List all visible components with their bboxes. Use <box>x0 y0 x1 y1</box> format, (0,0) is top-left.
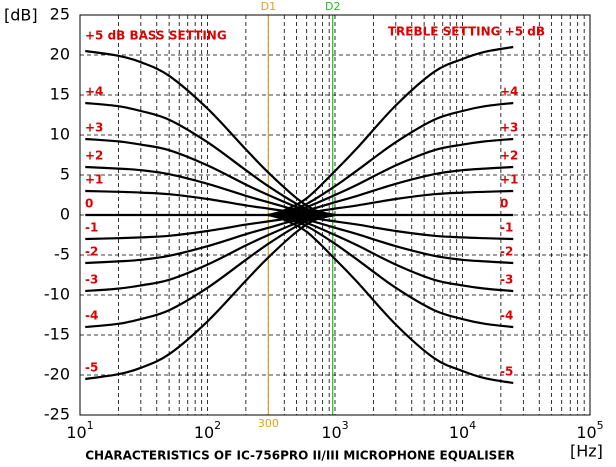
y-tick-label: 0 <box>60 205 70 224</box>
curve-label: +2 <box>85 149 103 163</box>
marker-value: 300 <box>258 417 279 430</box>
marker-label: D1 <box>261 0 276 13</box>
x-tick-exponent: 1 <box>87 419 94 432</box>
y-tick-label: 25 <box>50 5 70 24</box>
curve-label: 0 <box>500 197 508 211</box>
curve-label: 0 <box>85 197 93 211</box>
x-tick-label: 103 <box>321 419 348 442</box>
curve-label: -5 <box>85 361 98 375</box>
x-tick-label: 101 <box>66 419 93 442</box>
curve <box>85 213 336 329</box>
x-tick-exponent: 5 <box>597 419 604 432</box>
chart-title: CHARACTERISTICS OF IC-756PRO II/III MICR… <box>85 449 515 463</box>
plot-frame <box>79 14 591 416</box>
marks <box>85 15 514 415</box>
curve-label: -2 <box>85 245 98 259</box>
curve-label: +2 <box>500 149 518 163</box>
curve-label: +5 dB BASS SETTING <box>85 29 227 43</box>
x-tick-base: 10 <box>66 423 86 442</box>
x-tick-base: 10 <box>321 423 341 442</box>
curve <box>268 213 514 329</box>
x-tick-exponent: 2 <box>214 419 221 432</box>
y-tick-label: -5 <box>54 245 70 264</box>
curve-label: -1 <box>500 221 513 235</box>
curve-label: -3 <box>85 273 98 287</box>
curve-label: -4 <box>500 309 513 323</box>
curve <box>268 213 514 241</box>
curve <box>268 45 514 217</box>
marker-label: D2 <box>325 0 340 13</box>
curve <box>268 213 514 385</box>
x-tick-base: 10 <box>449 423 469 442</box>
y-tick-label: -10 <box>44 285 70 304</box>
curve-label: TREBLE SETTING +5 dB <box>388 25 545 39</box>
curve <box>85 213 336 381</box>
x-tick-base: 10 <box>194 423 214 442</box>
y-tick-label: 20 <box>50 45 70 64</box>
x-tick-base: 10 <box>576 423 596 442</box>
curve <box>85 49 336 217</box>
y-tick-label: -15 <box>44 325 70 344</box>
curve-label: -1 <box>85 221 98 235</box>
x-tick-label: 104 <box>449 419 476 442</box>
x-axis-label: [Hz] <box>570 442 603 461</box>
curve <box>268 165 514 217</box>
y-tick-label: 15 <box>50 85 70 104</box>
y-tick-label: 10 <box>50 125 70 144</box>
curve-label: +3 <box>500 121 518 135</box>
curve <box>85 101 336 217</box>
x-tick-label: 102 <box>194 419 221 442</box>
y-tick-label: -20 <box>44 365 70 384</box>
curve <box>268 101 514 217</box>
x-tick-label: 105 <box>576 419 603 442</box>
curve-label: +4 <box>85 85 103 99</box>
curve-label: +4 <box>500 85 518 99</box>
y-tick-label: -25 <box>44 405 70 424</box>
curve-label: +1 <box>85 173 103 187</box>
curve-label: +1 <box>500 173 518 187</box>
x-tick-exponent: 3 <box>342 419 349 432</box>
curve <box>268 189 514 217</box>
curve-label: -3 <box>500 273 513 287</box>
y-axis-label: [dB] <box>4 6 38 25</box>
y-tick-label: 5 <box>60 165 70 184</box>
curve <box>268 213 514 265</box>
curve-label: -5 <box>500 365 513 379</box>
curve-label: -4 <box>85 309 98 323</box>
curve <box>268 213 514 293</box>
curve-label: -2 <box>500 245 513 259</box>
curve <box>268 137 514 217</box>
curve-label: +3 <box>85 121 103 135</box>
x-tick-exponent: 4 <box>469 419 476 432</box>
